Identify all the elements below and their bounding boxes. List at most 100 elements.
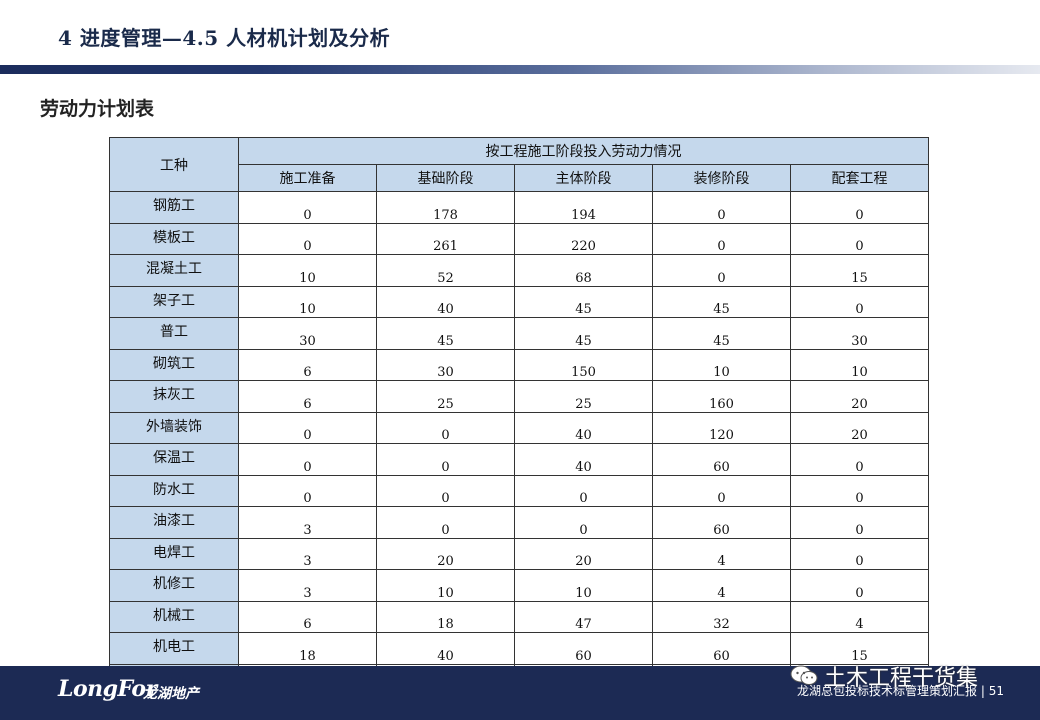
table-cell: 0 <box>376 474 515 507</box>
column-header-stage: 主体阶段 <box>514 164 653 192</box>
footer-bar <box>0 666 1040 720</box>
table-cell: 25 <box>376 380 515 413</box>
table-cell: 45 <box>652 317 791 350</box>
table-cell: 4 <box>652 537 791 570</box>
table-cell: 30 <box>238 317 377 350</box>
table-cell: 0 <box>238 222 377 255</box>
row-type-label: 模板工 <box>109 222 239 255</box>
table-row: 机电工 18 40 60 60 15 <box>109 632 929 665</box>
table-cell: 0 <box>238 411 377 444</box>
column-header-stage: 施工准备 <box>238 164 377 192</box>
table-cell: 220 <box>514 222 653 255</box>
row-type-label: 混凝土工 <box>109 254 239 287</box>
column-header-stage: 基础阶段 <box>376 164 515 192</box>
table-cell: 20 <box>790 380 929 413</box>
table-cell: 6 <box>238 380 377 413</box>
table-cell: 0 <box>238 443 377 476</box>
table-row: 架子工 10 40 45 45 0 <box>109 285 929 318</box>
table-cell: 0 <box>652 191 791 224</box>
table-row: 砌筑工 6 30 150 10 10 <box>109 348 929 381</box>
row-type-label: 电焊工 <box>109 537 239 570</box>
table-cell: 0 <box>790 191 929 224</box>
row-type-label: 油漆工 <box>109 506 239 539</box>
table-cell: 0 <box>790 474 929 507</box>
table-row: 防水工 0 0 0 0 0 <box>109 474 929 507</box>
table-row: 油漆工 3 0 0 60 0 <box>109 506 929 539</box>
section-title: 劳动力计划表 <box>40 98 155 120</box>
watermark-text: 土木工程干货集 <box>824 666 979 691</box>
table-row: 钢筋工 0 178 194 0 0 <box>109 191 929 224</box>
table-cell: 120 <box>652 411 791 444</box>
row-type-label: 抹灰工 <box>109 380 239 413</box>
table-cell: 10 <box>238 254 377 287</box>
table-cell: 30 <box>376 348 515 381</box>
row-type-label: 机械工 <box>109 600 239 633</box>
table-cell: 0 <box>376 411 515 444</box>
table-cell: 0 <box>652 222 791 255</box>
table-cell: 40 <box>514 411 653 444</box>
row-type-label: 钢筋工 <box>109 191 239 224</box>
table-cell: 60 <box>652 506 791 539</box>
table-cell: 3 <box>238 537 377 570</box>
table-cell: 0 <box>790 537 929 570</box>
table-cell: 160 <box>652 380 791 413</box>
table-cell: 18 <box>376 600 515 633</box>
table-cell: 0 <box>790 443 929 476</box>
table-cell: 0 <box>238 191 377 224</box>
table-cell: 4 <box>652 569 791 602</box>
table-cell: 0 <box>652 254 791 287</box>
table-row: 机修工 3 10 10 4 0 <box>109 569 929 602</box>
table-cell: 40 <box>376 285 515 318</box>
table-cell: 60 <box>514 632 653 665</box>
table-cell: 10 <box>652 348 791 381</box>
wechat-icon <box>790 665 818 687</box>
table-row: 普工 30 45 45 45 30 <box>109 317 929 350</box>
table-cell: 3 <box>238 506 377 539</box>
row-type-label: 架子工 <box>109 285 239 318</box>
table-cell: 6 <box>238 600 377 633</box>
table-cell: 150 <box>514 348 653 381</box>
table-cell: 0 <box>238 474 377 507</box>
table-cell: 261 <box>376 222 515 255</box>
table-cell: 15 <box>790 632 929 665</box>
table-cell: 40 <box>376 632 515 665</box>
row-type-label: 普工 <box>109 317 239 350</box>
table-cell: 20 <box>376 537 515 570</box>
longfor-logo-cn: 龙湖地产 <box>143 686 199 702</box>
table-cell: 15 <box>790 254 929 287</box>
table-cell: 3 <box>238 569 377 602</box>
page-title: 4 进度管理—4.5 人材机计划及分析 <box>58 26 391 50</box>
table-cell: 18 <box>238 632 377 665</box>
table-cell: 45 <box>376 317 515 350</box>
table-cell: 47 <box>514 600 653 633</box>
table-cell: 40 <box>514 443 653 476</box>
table-row: 机械工 6 18 47 32 4 <box>109 600 929 633</box>
longfor-logo: LongFor <box>58 676 157 702</box>
table-cell: 60 <box>652 443 791 476</box>
table-row: 混凝土工 10 52 68 0 15 <box>109 254 929 287</box>
footer-text: 龙湖总包投标技术标管理策划汇报 | 51 <box>797 684 1004 698</box>
table-cell: 0 <box>790 285 929 318</box>
column-header-stage: 装修阶段 <box>652 164 791 192</box>
table-cell: 0 <box>376 443 515 476</box>
table-row: 电焊工 3 20 20 4 0 <box>109 537 929 570</box>
table-cell: 45 <box>514 285 653 318</box>
table-cell: 68 <box>514 254 653 287</box>
table-cell: 10 <box>238 285 377 318</box>
watermark: 土木工程干货集 <box>790 660 978 692</box>
table-cell: 0 <box>514 474 653 507</box>
labor-plan-table: 工种 按工程施工阶段投入劳动力情况 施工准备 基础阶段 主体阶段 装修阶段 配套工程 钢… <box>109 137 929 696</box>
labor-plan-table-wrapper: 工种 按工程施工阶段投入劳动力情况 施工准备 基础阶段 主体阶段 装修阶段 配套工程 钢… <box>109 137 929 696</box>
row-type-label: 外墙装饰 <box>109 411 239 444</box>
table-cell: 45 <box>652 285 791 318</box>
table-cell: 52 <box>376 254 515 287</box>
table-cell: 0 <box>652 474 791 507</box>
table-cell: 45 <box>514 317 653 350</box>
column-header-type: 工种 <box>109 137 239 192</box>
row-type-label: 砌筑工 <box>109 348 239 381</box>
row-type-label: 保温工 <box>109 443 239 476</box>
table-cell: 0 <box>790 222 929 255</box>
table-cell: 10 <box>514 569 653 602</box>
table-cell: 20 <box>790 411 929 444</box>
table-row: 保温工 0 0 40 60 0 <box>109 443 929 476</box>
